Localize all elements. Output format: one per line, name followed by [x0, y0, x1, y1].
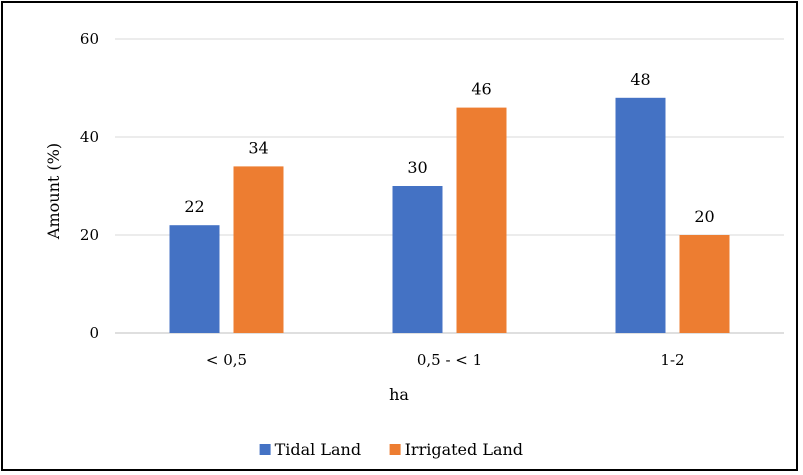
data-label: 34: [248, 138, 268, 157]
x-tick-labels: < 0,5 0,5 - < 1 1-2: [206, 351, 685, 369]
data-label: 48: [630, 70, 650, 89]
data-label: 20: [694, 207, 714, 226]
bar-tidal-land-1: [392, 186, 443, 333]
legend-swatch: [389, 444, 401, 455]
y-tick-label: 60: [80, 30, 99, 48]
bar-tidal-land-2: [615, 97, 666, 333]
legend-swatch: [259, 444, 271, 455]
x-tick-label: 1-2: [660, 351, 684, 369]
data-label: 30: [407, 158, 427, 177]
y-axis-title: Amount (%): [44, 143, 63, 240]
x-axis-title: ha: [389, 385, 409, 404]
x-tick-label: 0,5 - < 1: [417, 351, 482, 369]
gridlines: [115, 38, 784, 334]
bar-irrigated-land-2: [679, 235, 730, 333]
legend-item-irrigated-land: Irrigated Land: [389, 440, 523, 459]
data-label: 46: [471, 80, 491, 99]
y-tick-label: 20: [80, 226, 99, 244]
bar-irrigated-land-1: [456, 107, 507, 333]
y-tick-label: 40: [80, 128, 99, 146]
legend-label: Irrigated Land: [405, 440, 523, 459]
bars: [169, 97, 730, 333]
y-tick-label: 0: [89, 324, 99, 342]
bar-irrigated-land-0: [233, 166, 284, 333]
data-label: 22: [184, 197, 204, 216]
data-labels: 22 34 30 46 48 20: [184, 70, 714, 226]
y-tick-labels: 0 20 40 60: [80, 30, 99, 342]
bar-tidal-land-0: [169, 225, 220, 333]
legend-label: Tidal Land: [275, 440, 361, 459]
legend-item-tidal-land: Tidal Land: [259, 440, 361, 459]
bar-chart: 0 20 40 60 22 34 30 46 48 20 < 0,5 0,5 - < 1 1-2 h…: [44, 30, 784, 459]
legend: Tidal Land Irrigated Land: [259, 440, 523, 459]
x-tick-label: < 0,5: [206, 351, 247, 369]
